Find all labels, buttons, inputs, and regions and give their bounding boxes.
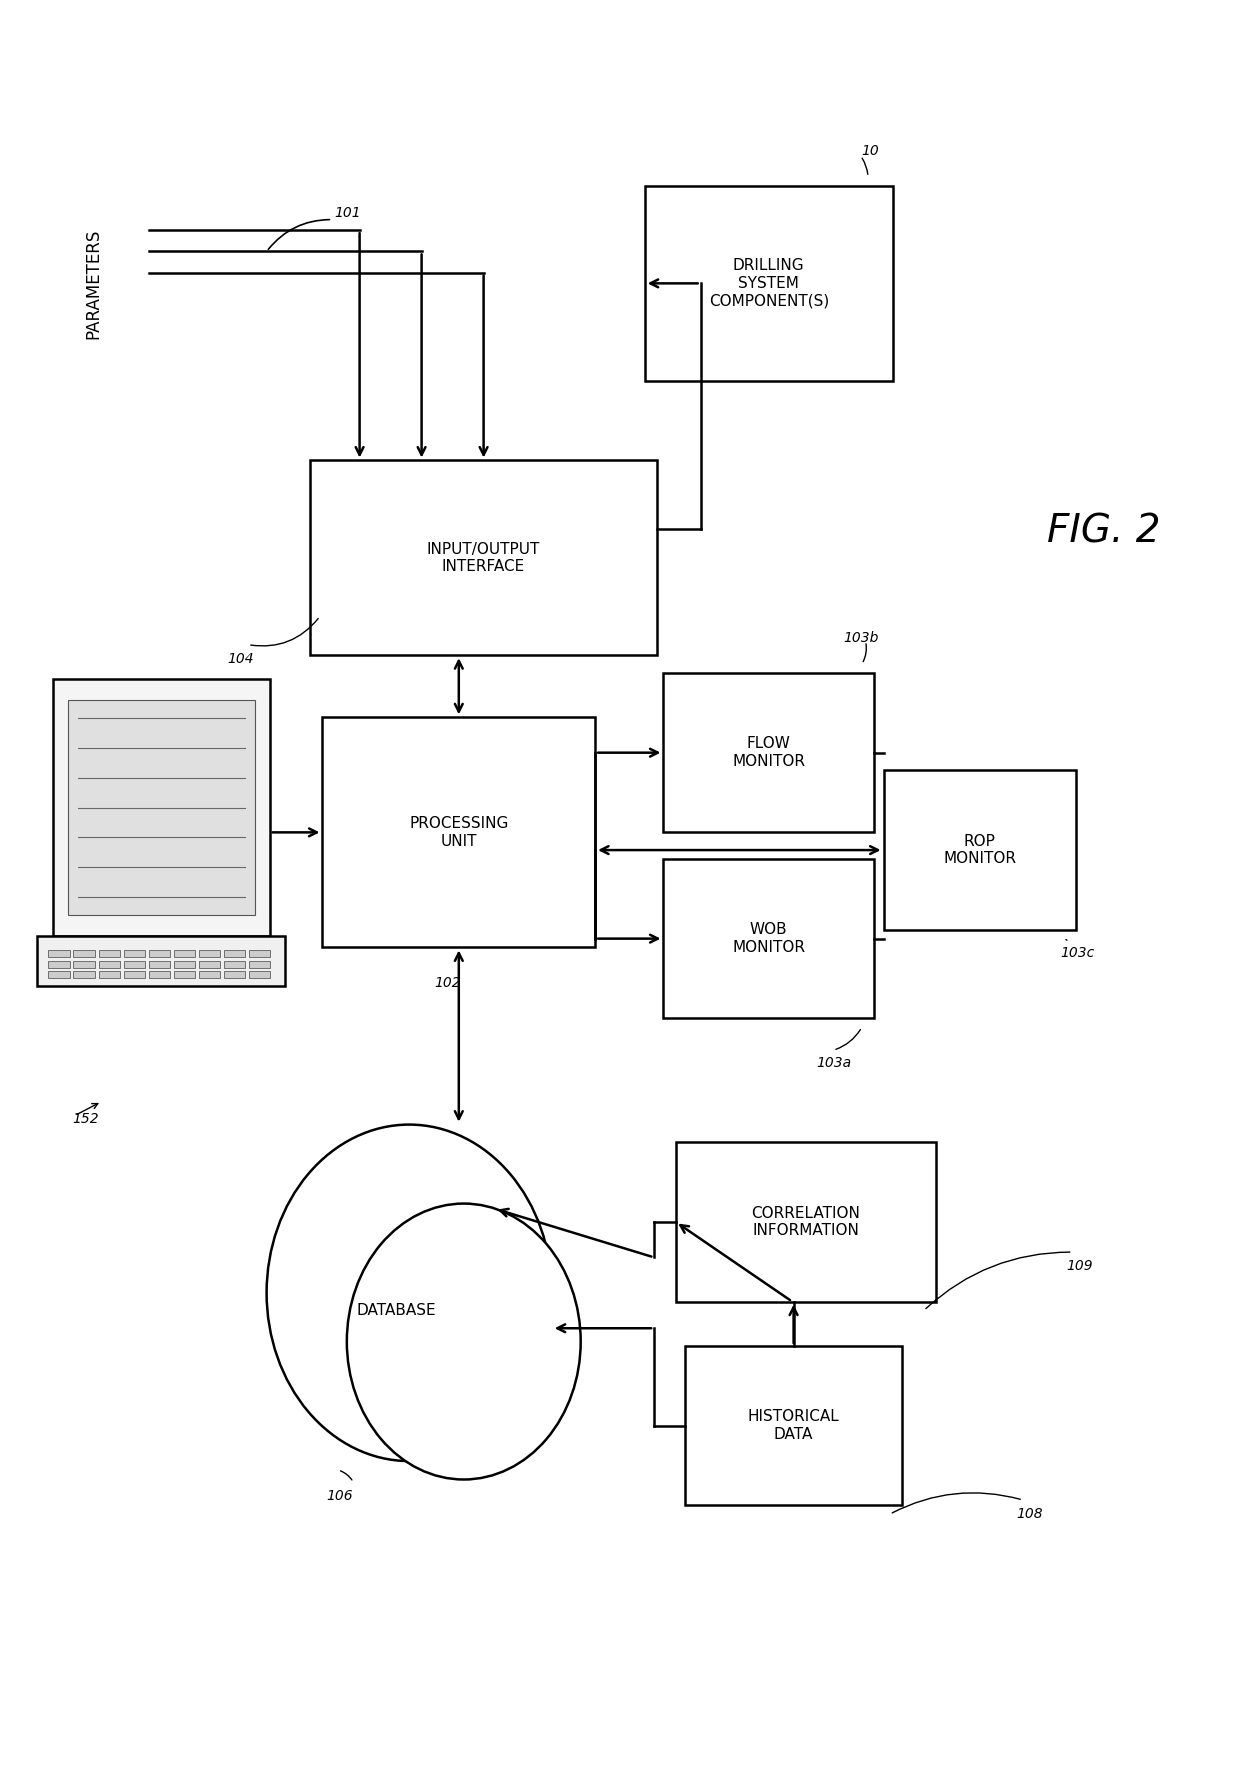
Text: CORRELATION
INFORMATION: CORRELATION INFORMATION	[751, 1206, 861, 1238]
Bar	[48, 960, 69, 967]
Bar	[174, 971, 195, 978]
Text: 103c: 103c	[1060, 946, 1095, 960]
Bar	[224, 949, 246, 956]
Bar	[53, 680, 270, 935]
Text: FIG. 2: FIG. 2	[1047, 512, 1161, 551]
Bar	[198, 971, 221, 978]
Bar	[224, 960, 246, 967]
Bar	[249, 960, 270, 967]
Text: 101: 101	[335, 205, 361, 220]
Bar	[98, 949, 120, 956]
Bar	[124, 960, 145, 967]
Text: 152: 152	[72, 1112, 98, 1126]
Bar	[684, 1346, 903, 1505]
Text: DATABASE: DATABASE	[357, 1303, 436, 1318]
Bar	[98, 960, 120, 967]
Bar	[676, 1142, 936, 1302]
Bar	[174, 949, 195, 956]
Bar	[663, 859, 874, 1018]
Text: 106: 106	[326, 1489, 352, 1504]
Bar	[883, 770, 1076, 930]
Text: FLOW
MONITOR: FLOW MONITOR	[733, 737, 805, 769]
Text: 109: 109	[1066, 1259, 1092, 1273]
Bar	[73, 971, 94, 978]
Bar	[249, 949, 270, 956]
Bar	[198, 949, 221, 956]
Bar	[73, 960, 94, 967]
Bar	[149, 960, 170, 967]
Bar	[224, 971, 246, 978]
Bar	[149, 971, 170, 978]
Bar	[645, 186, 893, 381]
Bar	[48, 949, 69, 956]
Bar	[198, 960, 221, 967]
Text: PARAMETERS: PARAMETERS	[84, 228, 102, 338]
Ellipse shape	[267, 1125, 552, 1461]
Text: 108: 108	[1017, 1507, 1043, 1521]
Bar	[98, 971, 120, 978]
Bar	[124, 949, 145, 956]
Bar	[310, 460, 657, 655]
Bar	[73, 949, 94, 956]
Bar	[663, 673, 874, 832]
Text: PROCESSING
UNIT: PROCESSING UNIT	[409, 816, 508, 848]
Text: ROP
MONITOR: ROP MONITOR	[944, 834, 1016, 866]
Bar	[48, 971, 69, 978]
Text: DRILLING
SYSTEM
COMPONENT(S): DRILLING SYSTEM COMPONENT(S)	[709, 259, 828, 308]
Ellipse shape	[347, 1204, 580, 1479]
Text: INPUT/OUTPUT
INTERFACE: INPUT/OUTPUT INTERFACE	[427, 542, 541, 574]
Text: 10: 10	[862, 143, 879, 158]
Bar	[149, 949, 170, 956]
Text: 103b: 103b	[843, 630, 879, 645]
Text: 103a: 103a	[816, 1056, 851, 1070]
Bar	[174, 960, 195, 967]
Text: 104: 104	[227, 652, 253, 666]
Text: WOB
MONITOR: WOB MONITOR	[733, 923, 805, 955]
Bar	[37, 935, 285, 985]
Text: 102: 102	[434, 976, 460, 990]
Bar	[249, 971, 270, 978]
Text: HISTORICAL
DATA: HISTORICAL DATA	[748, 1410, 839, 1442]
Bar	[68, 700, 255, 914]
Bar	[124, 971, 145, 978]
Bar	[322, 717, 595, 947]
